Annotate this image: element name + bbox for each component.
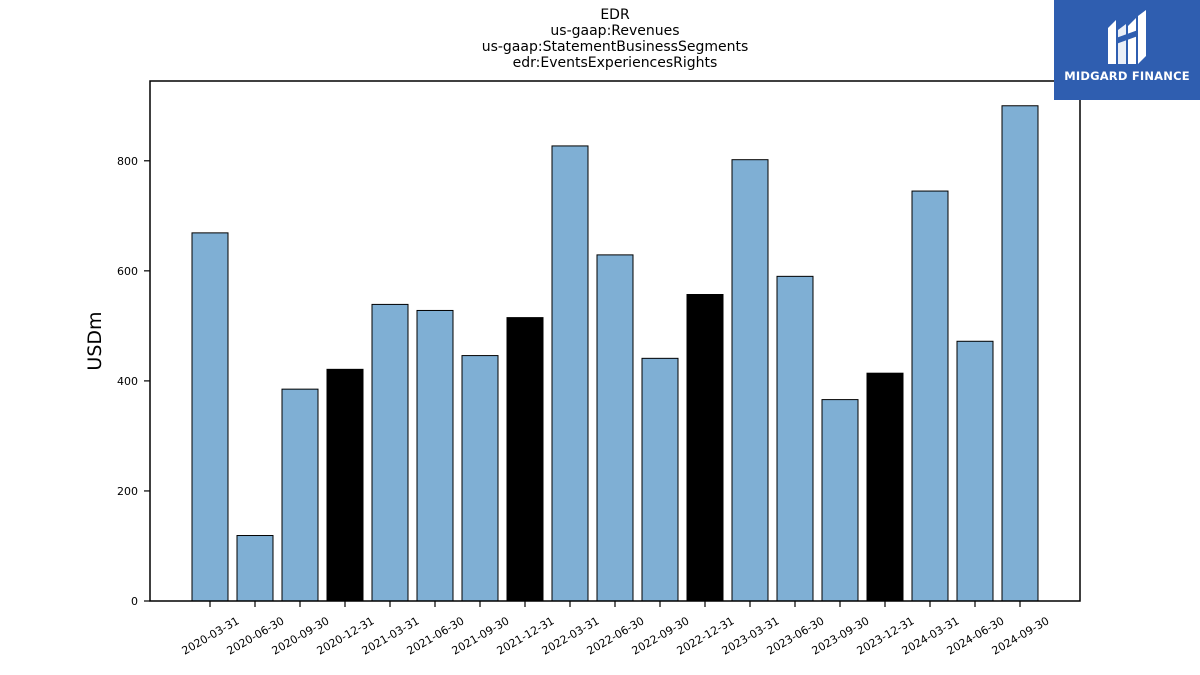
bar-2023-06-30 (776, 275, 814, 602)
bar-2022-03-31 (551, 145, 589, 602)
bar-2022-12-31 (686, 294, 724, 602)
chart-title: EDR us-gaap:Revenues us-gaap:StatementBu… (150, 7, 1080, 71)
bar-2022-06-30 (596, 254, 634, 602)
y-tick-label-600: 600 (117, 265, 138, 278)
y-tick-label-0: 0 (131, 595, 138, 608)
y-tick-label-800: 800 (117, 155, 138, 168)
bar-2024-09-30 (1001, 105, 1039, 602)
chart-title-line-4: edr:EventsExperiencesRights (512, 55, 718, 71)
bar-2021-03-31 (371, 303, 409, 602)
chart-title-line-1: EDR (600, 7, 630, 23)
midgard-logo-icon (1108, 10, 1146, 64)
bar-2020-09-30 (281, 388, 319, 602)
bar-2023-03-31 (731, 159, 769, 602)
y-tick-label-400: 400 (117, 375, 138, 388)
bar-2024-06-30 (956, 340, 994, 602)
bar-2023-09-30 (821, 399, 859, 602)
bar-2024-03-31 (911, 190, 949, 602)
chart-title-line-3: us-gaap:StatementBusinessSegments (481, 39, 749, 55)
bar-2020-03-31 (191, 232, 229, 602)
bar-2021-06-30 (416, 309, 454, 602)
bar-2020-06-30 (236, 535, 274, 602)
y-axis-label: USDm (84, 311, 106, 370)
logo-text: MIDGARD FINANCE (1064, 69, 1190, 83)
bar-2021-12-31 (506, 317, 544, 602)
chart-title-line-2: us-gaap:Revenues (550, 23, 680, 39)
midgard-finance-logo: MIDGARD FINANCE (1054, 0, 1200, 100)
bar-2020-12-31 (326, 368, 364, 602)
bar-2022-09-30 (641, 357, 679, 602)
bar-2023-12-31 (866, 372, 904, 602)
y-tick-label-200: 200 (117, 485, 138, 498)
bar-2021-09-30 (461, 355, 499, 602)
